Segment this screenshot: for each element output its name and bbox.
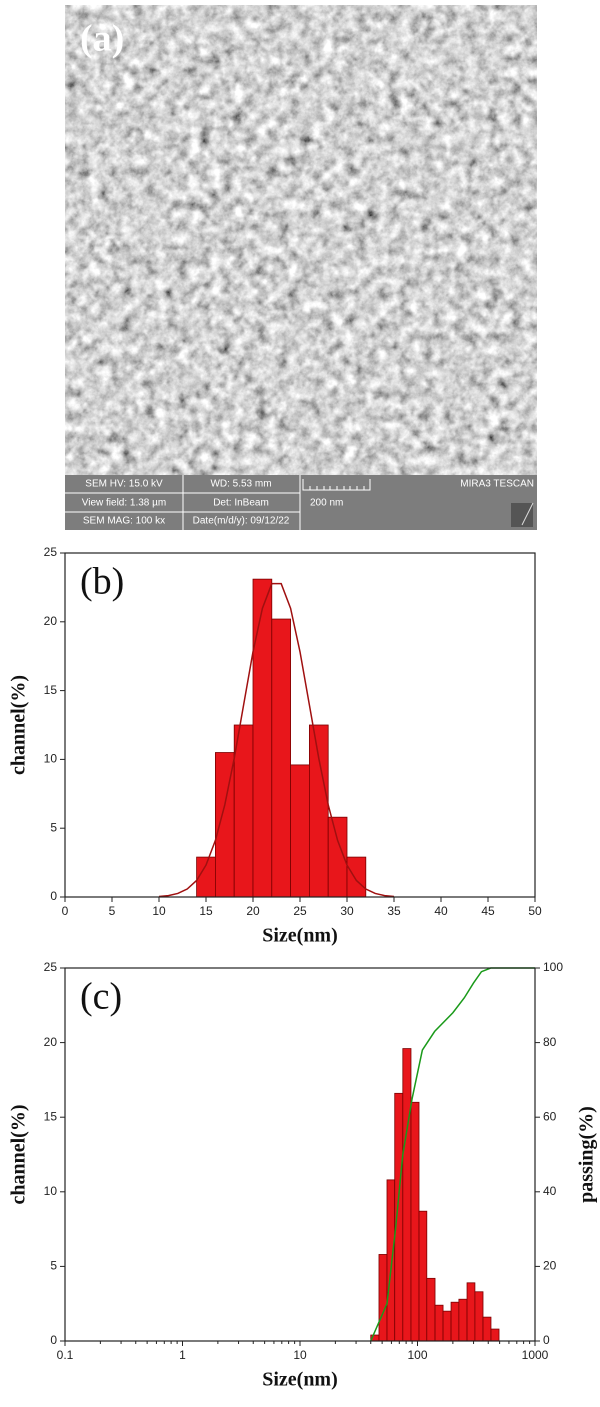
info-text: SEM HV: 15.0 kV: [85, 479, 163, 490]
y-axis-label: channel(%): [8, 675, 30, 775]
y2-tick-label: 40: [543, 1184, 557, 1198]
y-tick-label: 20: [44, 614, 58, 628]
x-tick-label: 40: [434, 904, 448, 918]
y-tick-label: 0: [50, 1333, 57, 1347]
histogram-bar: [482, 1316, 492, 1342]
x-tick-label: 15: [199, 904, 213, 918]
panel-label: (b): [80, 561, 124, 603]
logo: [511, 503, 533, 527]
fit-line: [158, 582, 395, 898]
info-text: WD: 5.53 mm: [210, 479, 271, 490]
y2-tick-label: 100: [543, 960, 563, 974]
plot-frame: [64, 967, 536, 1342]
y-tick-label: 25: [44, 960, 58, 974]
x-tick-label: 0.1: [57, 1348, 74, 1362]
sem-texture: [65, 5, 537, 475]
y-tick-label: 20: [44, 1035, 58, 1049]
histogram-bar: [434, 1304, 444, 1342]
histogram-bar: [474, 1291, 484, 1342]
brand: MIRA3 TESCAN: [460, 479, 534, 490]
x-tick-label: 25: [293, 904, 307, 918]
x-tick-label: 100: [407, 1348, 427, 1362]
y-tick-label: 5: [50, 1259, 57, 1273]
histogram-bar: [442, 1310, 452, 1342]
logo-mark: [521, 502, 534, 526]
histogram-bar: [490, 1328, 500, 1342]
x-tick-label: 0: [62, 904, 69, 918]
fit-line: [370, 967, 535, 1342]
y2-tick-label: 80: [543, 1035, 557, 1049]
histogram-bar: [450, 1301, 460, 1342]
info-grid: [65, 475, 301, 530]
sem-image: (a) SEM HV: 15.0 kV WD: 5.53 mm View fie…: [65, 5, 537, 530]
histogram-bar: [426, 1277, 436, 1342]
histogram-bar: [418, 1210, 428, 1342]
histogram-bar: [402, 1048, 412, 1342]
panel-label: (a): [80, 18, 124, 60]
info-bar: [65, 475, 537, 530]
histogram-bar: [308, 724, 329, 898]
info-text: Date(m/d/y): 09/12/22: [193, 516, 290, 527]
y-tick-label: 5: [50, 820, 57, 834]
x-tick-label: 1: [179, 1348, 186, 1362]
histogram-bar: [378, 1254, 388, 1342]
x-tick-label: 50: [528, 904, 542, 918]
y-tick-label: 25: [44, 545, 58, 559]
info-text: Det: InBeam: [213, 498, 269, 509]
info-text: View field: 1.38 µm: [82, 498, 167, 509]
histogram-bar: [252, 578, 273, 898]
y-tick-label: 15: [44, 1109, 58, 1123]
histogram-bar: [458, 1298, 468, 1342]
y-tick-label: 10: [44, 1184, 58, 1198]
panel-label: (c): [80, 976, 122, 1018]
histogram-bar: [271, 618, 291, 898]
histogram-bar: [346, 856, 367, 898]
y2-tick-label: 0: [543, 1333, 550, 1347]
y-tick-label: 10: [44, 752, 58, 766]
scale-label: 200 nm: [310, 498, 343, 509]
y-tick-label: 15: [44, 683, 58, 697]
x-axis-label: Size(nm): [262, 925, 338, 947]
x-tick-label: 10: [152, 904, 166, 918]
x-tick-label: 1000: [522, 1348, 549, 1362]
x-tick-label: 20: [246, 904, 260, 918]
x-tick-label: 10: [293, 1348, 307, 1362]
x-axis-label: Size(nm): [262, 1369, 338, 1391]
y-tick-label: 0: [50, 889, 57, 903]
x-tick-label: 5: [109, 904, 116, 918]
histogram-bar: [290, 764, 310, 898]
histogram-bar: [233, 724, 254, 898]
histogram-bar: [466, 1282, 476, 1342]
x-tick-label: 30: [340, 904, 354, 918]
y2-axis-label: passing(%): [576, 1106, 598, 1203]
info-text: SEM MAG: 100 kx: [83, 516, 165, 527]
x-tick-label: 45: [481, 904, 495, 918]
y2-tick-label: 20: [543, 1259, 557, 1273]
y-axis-label: channel(%): [8, 1105, 30, 1205]
histogram-bar: [386, 1179, 396, 1342]
scale-bar: [302, 479, 371, 491]
y2-tick-label: 60: [543, 1109, 557, 1123]
x-tick-label: 35: [387, 904, 401, 918]
histogram-bar: [410, 1101, 420, 1342]
